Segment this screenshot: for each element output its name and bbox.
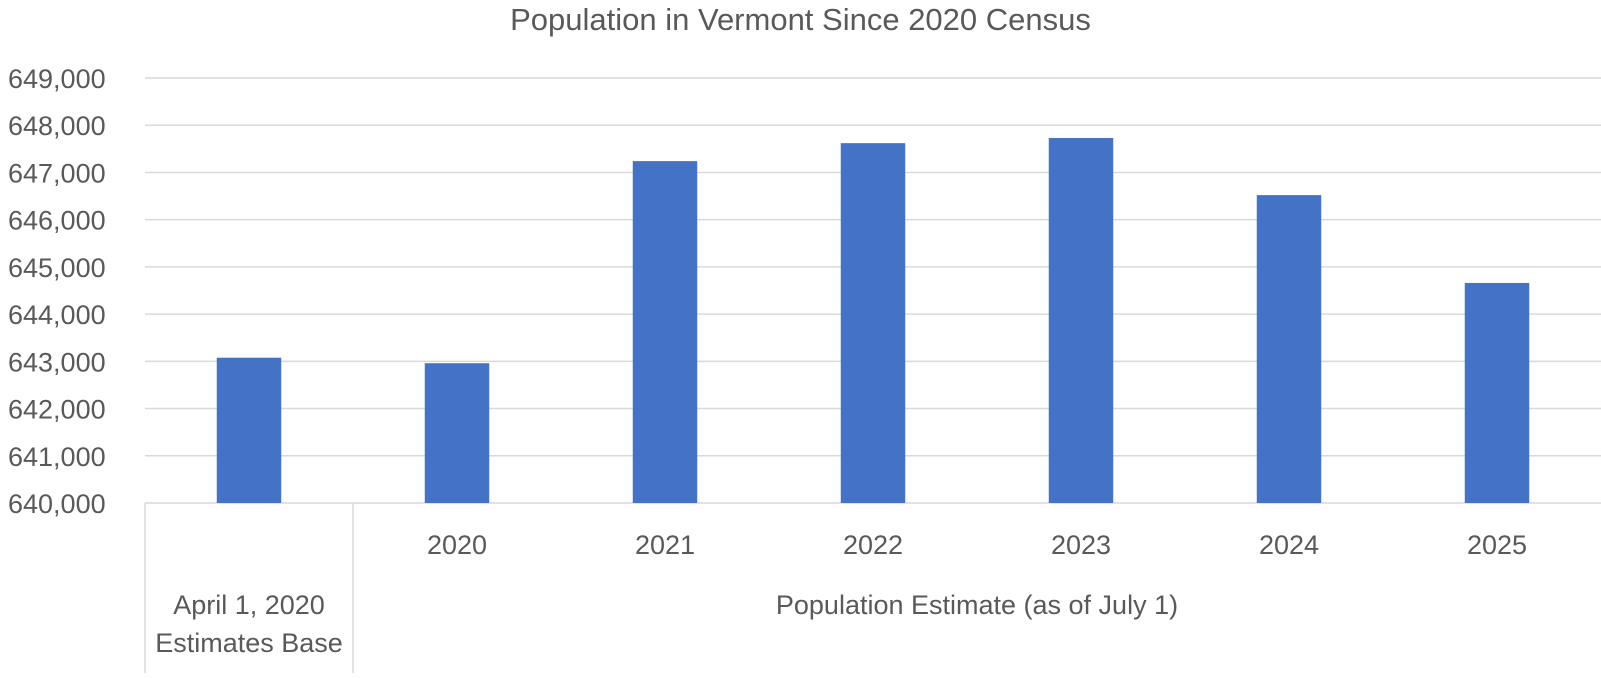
y-tick-label: 645,000 xyxy=(8,253,106,283)
chart-title: Population in Vermont Since 2020 Census xyxy=(510,2,1091,37)
y-tick-label: 643,000 xyxy=(8,347,106,377)
x-tick-label: 2021 xyxy=(635,530,695,560)
bar xyxy=(216,357,282,503)
bar xyxy=(1048,137,1114,503)
x-tick-label: 2022 xyxy=(843,530,903,560)
y-tick-label: 642,000 xyxy=(8,395,106,425)
group-label: April 1, 2020 xyxy=(173,590,325,620)
x-tick-label: 2023 xyxy=(1051,530,1111,560)
group-label: Estimates Base xyxy=(155,628,343,658)
y-tick-label: 648,000 xyxy=(8,111,106,141)
bar xyxy=(840,143,906,503)
y-tick-label: 646,000 xyxy=(8,206,106,236)
bar xyxy=(1256,195,1322,503)
bar xyxy=(424,363,490,503)
y-tick-label: 647,000 xyxy=(8,158,106,188)
y-tick-label: 644,000 xyxy=(8,300,106,330)
x-tick-label: 2024 xyxy=(1259,530,1319,560)
y-tick-label: 640,000 xyxy=(8,489,106,519)
bar xyxy=(632,161,698,503)
bar xyxy=(1464,282,1530,503)
x-tick-label: 2025 xyxy=(1467,530,1527,560)
x-tick-label: 2020 xyxy=(427,530,487,560)
y-tick-label: 649,000 xyxy=(8,64,106,94)
group-label: Population Estimate (as of July 1) xyxy=(776,590,1178,620)
y-tick-label: 641,000 xyxy=(8,442,106,472)
